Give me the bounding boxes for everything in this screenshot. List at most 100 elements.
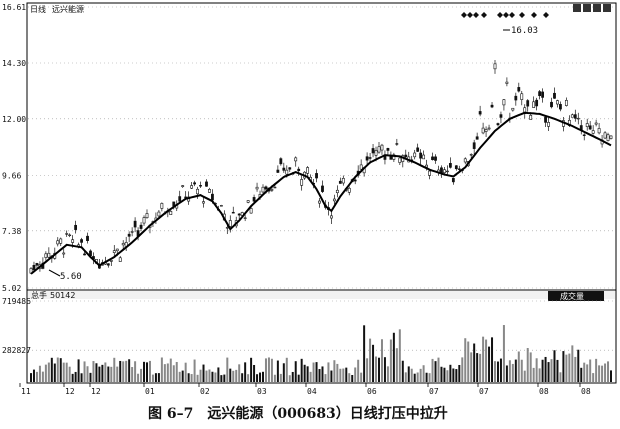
volume-bar (169, 358, 172, 382)
volume-bar (190, 374, 193, 382)
volume-tick-label: 282827 (2, 346, 31, 355)
volume-bar (220, 375, 223, 382)
volume-bar (264, 358, 267, 382)
toolbar-icons[interactable] (573, 4, 611, 12)
volume-bar (464, 338, 467, 382)
volume-bar (315, 362, 318, 382)
candle-body (321, 185, 324, 192)
candle-body (502, 99, 506, 106)
volume-bar (452, 368, 455, 382)
candle-body (538, 91, 542, 97)
date-tick-label: 02 (200, 387, 210, 396)
candle-body (544, 116, 547, 123)
price-tick-label: 9.66 (2, 172, 21, 181)
candle-body (428, 170, 431, 176)
volume-bar (431, 358, 434, 382)
price-tick-label: 12.00 (2, 115, 26, 124)
volume-bar (526, 348, 529, 382)
candle-body (347, 187, 351, 193)
volume-bar (253, 364, 256, 382)
volume-indicator-label[interactable]: 成交量 (560, 291, 584, 301)
volume-bar (312, 362, 315, 382)
volume-bar (354, 367, 357, 382)
candle-body (264, 186, 268, 190)
candle-body (181, 185, 185, 187)
candle-body (392, 154, 396, 160)
candle-body (395, 143, 399, 145)
price-tick-label: 7.38 (2, 227, 21, 236)
volume-bar (44, 364, 47, 382)
volume-bar (178, 371, 181, 382)
candle-body (71, 239, 75, 243)
candle-body (219, 205, 223, 207)
volume-bar (425, 372, 428, 382)
volume-bar (339, 368, 342, 382)
candle-body (252, 197, 256, 202)
candle-body (425, 164, 428, 168)
candle-body (457, 168, 461, 170)
volume-bar (324, 374, 327, 382)
volume-bar (476, 353, 479, 382)
candle-body (83, 253, 86, 256)
volume-bar (419, 368, 422, 382)
volume-bar (98, 366, 101, 382)
volume-label: 总手 (31, 290, 47, 300)
candle-body (306, 167, 310, 174)
volume-bar (401, 360, 404, 382)
volume-bar (104, 362, 107, 382)
volume-bar (116, 366, 119, 382)
annotation-low: 5.60 (60, 272, 82, 282)
date-tick-label: 08 (539, 387, 549, 396)
volume-bar (336, 363, 339, 382)
volume-bar (574, 356, 577, 382)
volume-bar (520, 359, 523, 382)
volume-bar (134, 361, 137, 382)
candle-body (416, 147, 420, 152)
candle-body (205, 181, 208, 187)
volume-bar (532, 367, 535, 382)
candle-body (178, 196, 182, 202)
volume-bar (30, 373, 32, 382)
volume-bar (410, 368, 413, 382)
volume-bar (413, 373, 416, 382)
volume-bar (389, 339, 392, 382)
volume-bar (479, 353, 482, 382)
volume-bar (175, 361, 178, 382)
volume-bar (589, 359, 592, 382)
candle-body (32, 264, 36, 271)
candle-body (490, 104, 494, 108)
candle-body (398, 157, 402, 163)
date-tick-label: 03 (257, 387, 267, 396)
candle-body (115, 248, 119, 252)
candle-body (65, 233, 69, 235)
volume-bar (473, 343, 476, 382)
candle-body (535, 99, 539, 107)
date-tick-label: 12 (65, 387, 75, 396)
volume-bar (610, 370, 612, 382)
volume-bar (208, 369, 211, 382)
candle-body (588, 125, 592, 130)
volume-bar (50, 357, 53, 382)
volume-bar (140, 368, 143, 382)
volume-bar (202, 364, 205, 382)
candle-body (359, 164, 363, 170)
date-tick-label: 07 (479, 387, 489, 396)
volume-bar (131, 367, 134, 382)
candle-body (169, 211, 173, 215)
candle-body (225, 227, 229, 229)
volume-indicator-box[interactable] (548, 291, 604, 301)
candle-body (454, 165, 458, 170)
volume-bar (369, 338, 372, 382)
candle-body (529, 115, 533, 120)
candle-body (377, 146, 381, 153)
candle-body (193, 182, 196, 185)
volume-bar (547, 362, 550, 382)
volume-bar (250, 357, 253, 382)
volume-bar (416, 372, 419, 382)
stock-name: 远兴能源 (52, 4, 84, 14)
candle-body (288, 167, 292, 170)
volume-bar (372, 344, 375, 382)
volume-bar (357, 359, 360, 382)
candle-body (261, 186, 265, 193)
